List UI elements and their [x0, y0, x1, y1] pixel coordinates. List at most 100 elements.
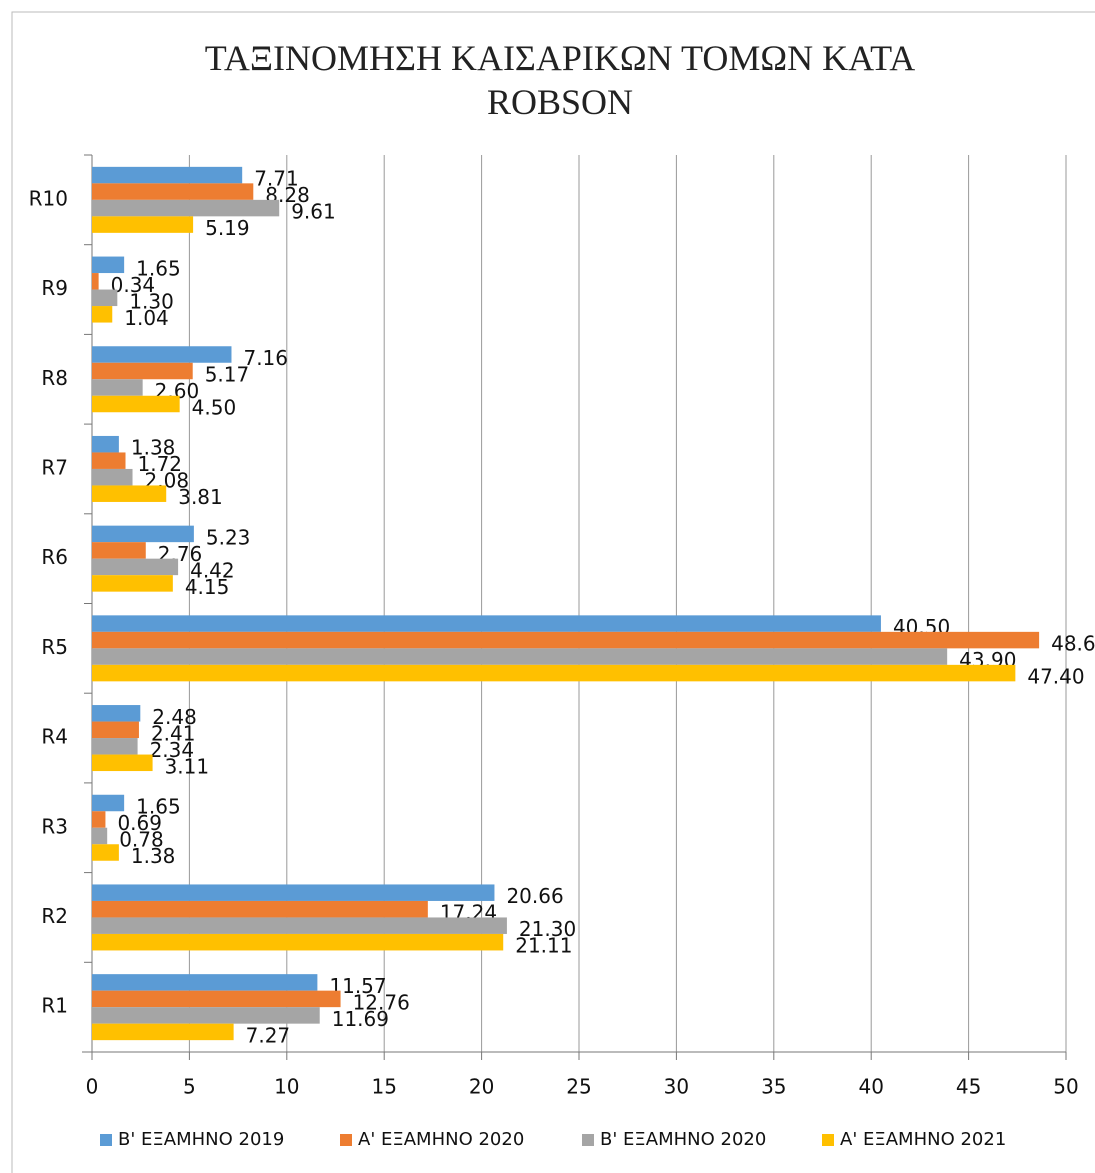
data-label: 0.78	[119, 828, 164, 852]
y-tick-label: R2	[41, 904, 68, 928]
data-label: 2.48	[152, 705, 197, 729]
data-label: 5.17	[205, 363, 250, 387]
bar	[92, 558, 179, 576]
data-label: 4.50	[192, 396, 237, 420]
data-label: 48.62	[1051, 632, 1095, 656]
bar	[92, 289, 118, 307]
legend-label: Β' ΕΞΑΜΗΝΟ 2019	[118, 1129, 284, 1150]
data-label: 11.69	[332, 1007, 389, 1031]
frame	[11, 11, 1095, 1173]
data-label: 0.69	[117, 811, 162, 835]
data-label: 1.38	[131, 436, 176, 460]
y-tick-label: R8	[41, 366, 68, 390]
bar	[92, 435, 119, 453]
x-tick-label: 10	[274, 1075, 299, 1099]
x-tick-label: 50	[1053, 1075, 1078, 1099]
bar	[92, 468, 133, 486]
bar	[92, 974, 318, 991]
bar	[92, 575, 173, 592]
bar	[92, 525, 194, 543]
bar	[92, 738, 138, 755]
bar	[92, 990, 341, 1008]
y-tick-label: R1	[41, 994, 68, 1018]
data-label: 21.30	[519, 917, 576, 941]
y-tick-label: R3	[41, 814, 68, 838]
bar	[92, 452, 126, 469]
legend-label: Α' ΕΞΑΜΗΝΟ 2021	[840, 1129, 1006, 1150]
bar	[92, 1007, 320, 1024]
legend-swatch	[100, 1134, 112, 1146]
bar	[92, 884, 495, 901]
bar	[92, 395, 180, 413]
bar	[92, 216, 194, 233]
bar	[92, 166, 243, 184]
data-label: 1.72	[138, 452, 183, 476]
bar	[92, 306, 113, 323]
data-label: 47.40	[1027, 665, 1084, 689]
data-label: 1.38	[131, 844, 176, 868]
data-label: 5.19	[205, 216, 250, 240]
bar	[92, 1023, 234, 1041]
data-label: 9.61	[291, 200, 336, 224]
data-label: 20.66	[506, 884, 563, 908]
data-label: 1.65	[136, 256, 181, 280]
data-label: 12.76	[353, 990, 410, 1014]
bar	[92, 256, 125, 274]
x-tick-label: 20	[469, 1075, 494, 1099]
data-label: 3.11	[165, 754, 210, 778]
bar	[92, 648, 948, 665]
bar	[92, 933, 504, 951]
legend-swatch	[340, 1134, 352, 1146]
bar	[92, 379, 143, 396]
x-tick-label: 30	[664, 1075, 689, 1099]
bar	[92, 346, 232, 363]
data-label: 2.41	[151, 721, 196, 745]
data-label: 7.27	[246, 1023, 291, 1047]
data-label: 7.71	[254, 167, 299, 191]
bar	[92, 362, 193, 380]
x-tick-label: 40	[858, 1075, 883, 1099]
y-tick-label: R6	[41, 545, 68, 569]
bar	[92, 827, 108, 845]
legend-swatch	[582, 1134, 594, 1146]
bar	[92, 485, 167, 502]
y-tick-label: R5	[41, 635, 68, 659]
bar	[92, 721, 139, 739]
x-tick-label: 15	[371, 1075, 396, 1099]
bar	[92, 664, 1016, 682]
data-label: 3.81	[178, 485, 223, 509]
data-label: 2.34	[150, 738, 195, 762]
bar	[92, 631, 1040, 649]
data-label: 21.11	[515, 934, 572, 958]
data-label: 4.15	[185, 575, 230, 599]
bar	[92, 794, 125, 812]
bar	[92, 811, 106, 828]
y-tick-label: R7	[41, 455, 68, 479]
bar	[92, 844, 119, 861]
bar	[92, 542, 146, 559]
bar	[92, 917, 507, 934]
x-tick-label: 35	[761, 1075, 786, 1099]
data-label: 0.34	[111, 273, 156, 297]
bar	[92, 900, 428, 918]
legend-label: Β' ΕΞΑΜΗΝΟ 2020	[600, 1129, 766, 1150]
data-label: 1.30	[129, 289, 174, 313]
x-tick-label: 5	[183, 1075, 196, 1099]
bar	[92, 754, 153, 772]
data-label: 1.65	[136, 795, 181, 819]
y-tick-label: R9	[41, 276, 68, 300]
y-tick-label: R4	[41, 725, 68, 749]
y-tick-label: R10	[29, 186, 68, 210]
legend-swatch	[822, 1134, 834, 1146]
data-label: 1.04	[124, 306, 169, 330]
bar	[92, 705, 141, 722]
bar	[92, 199, 280, 217]
chart-title: ΤΑΞΙΝΟΜΗΣΗ ΚΑΙΣΑΡΙΚΩΝ ΤΟΜΩΝ ΚΑΤΑ ROBSON	[204, 38, 916, 122]
data-label: 5.23	[206, 525, 251, 549]
bar	[92, 183, 254, 200]
bar	[92, 615, 881, 632]
x-tick-label: 0	[86, 1075, 99, 1099]
x-tick-label: 25	[566, 1075, 591, 1099]
